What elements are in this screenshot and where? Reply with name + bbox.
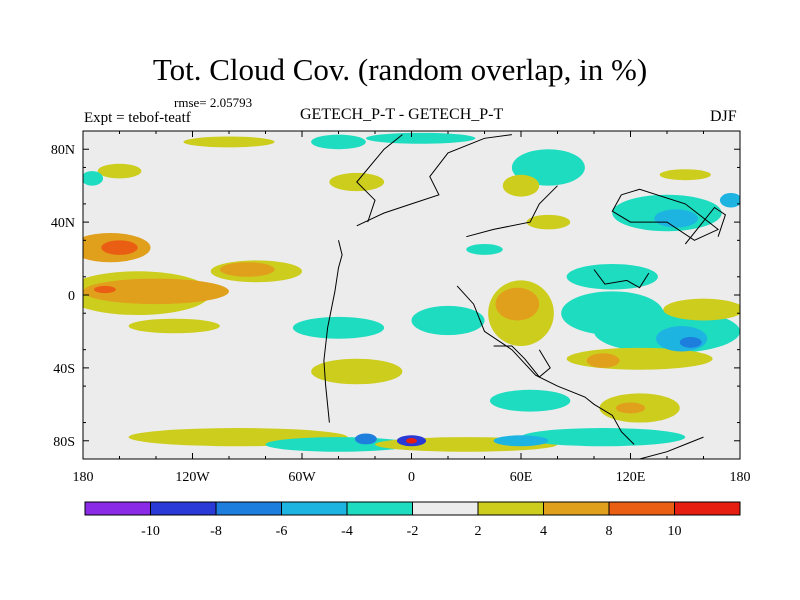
coastlines bbox=[323, 134, 726, 459]
experiment-label: Expt = tebof-teatf bbox=[84, 110, 191, 126]
anomaly-patch bbox=[311, 358, 403, 385]
x-tick-label: 120W bbox=[175, 470, 210, 485]
coastline bbox=[356, 134, 403, 223]
anomaly-patch bbox=[663, 298, 740, 321]
colorbar-label: 4 bbox=[540, 524, 547, 539]
colorbar-label: -2 bbox=[407, 524, 419, 539]
colorbar-swatch bbox=[346, 501, 413, 516]
colorbar: -10 -8 -6 -4 -2 2 4 8 10 bbox=[84, 501, 741, 539]
colorbar-swatch bbox=[215, 501, 282, 516]
colorbar-swatch bbox=[543, 501, 610, 516]
y-tick-label: 40N bbox=[51, 216, 75, 231]
anomaly-patch bbox=[719, 192, 740, 208]
coastline bbox=[639, 436, 704, 459]
colorbar-label: 8 bbox=[606, 524, 613, 539]
coastline bbox=[356, 134, 512, 227]
colorbar-label: 10 bbox=[668, 524, 682, 539]
y-axis: 80N 40N 0 40S 80S bbox=[51, 130, 740, 460]
anomaly-patch bbox=[679, 336, 702, 348]
colorbar-swatch bbox=[150, 501, 217, 516]
colorbar-label: -8 bbox=[210, 524, 222, 539]
chart-title: Tot. Cloud Cov. (random overlap, in %) bbox=[152, 52, 648, 87]
coastline bbox=[456, 285, 635, 445]
colorbar-swatch bbox=[608, 501, 675, 516]
anomaly-patch bbox=[411, 305, 485, 336]
colorbar-swatch bbox=[674, 501, 741, 516]
anomaly-patch bbox=[654, 209, 699, 228]
x-tick-label: 60W bbox=[288, 470, 316, 485]
colorbar-label: 2 bbox=[475, 524, 482, 539]
x-axis: 180 120W 60W 0 60E 120E 180 bbox=[73, 131, 751, 485]
x-tick-label: 60E bbox=[510, 470, 533, 485]
colorbar-label: -4 bbox=[341, 524, 353, 539]
colorbar-swatch bbox=[281, 501, 348, 516]
anomaly-patch bbox=[656, 325, 708, 352]
colorbar-label: -10 bbox=[141, 524, 160, 539]
anomaly-patch bbox=[93, 285, 116, 294]
anomaly-patch bbox=[97, 163, 142, 179]
y-tick-label: 80N bbox=[51, 143, 75, 158]
rmse-label: rmse= 2.05793 bbox=[174, 95, 253, 110]
anomaly-patch bbox=[406, 438, 417, 444]
anomaly-patch bbox=[493, 435, 549, 447]
y-tick-label: 40S bbox=[53, 362, 75, 377]
anomaly-patch bbox=[83, 278, 229, 305]
anomaly-patch bbox=[183, 136, 275, 148]
colorbar-swatch bbox=[477, 501, 544, 516]
coastline bbox=[323, 240, 343, 423]
anomaly-patch bbox=[521, 428, 686, 447]
x-tick-label: 180 bbox=[73, 470, 94, 485]
anomaly-field bbox=[83, 132, 740, 452]
anomaly-patch bbox=[365, 132, 476, 144]
coastline bbox=[684, 206, 726, 245]
coastline bbox=[466, 185, 558, 238]
coastline bbox=[593, 269, 650, 289]
x-tick-label: 120E bbox=[616, 470, 646, 485]
anomaly-patch bbox=[495, 287, 540, 321]
anomaly-patch bbox=[489, 389, 571, 412]
anomaly-patch bbox=[83, 171, 104, 186]
anomaly-patch bbox=[586, 353, 620, 368]
anomaly-patch bbox=[659, 169, 711, 181]
anomaly-patch bbox=[128, 318, 220, 334]
x-tick-label: 0 bbox=[408, 470, 415, 485]
colorbar-swatch bbox=[84, 501, 151, 516]
anomaly-patch bbox=[219, 262, 275, 277]
coastline bbox=[493, 345, 551, 378]
anomaly-patch bbox=[354, 433, 377, 445]
anomaly-patch bbox=[311, 134, 366, 150]
anomaly-patch bbox=[566, 264, 658, 290]
anomaly-patch bbox=[615, 402, 646, 414]
y-tick-label: 80S bbox=[53, 435, 75, 450]
y-tick-label: 0 bbox=[68, 289, 75, 304]
anomaly-patch bbox=[502, 174, 540, 197]
coastline bbox=[611, 188, 720, 241]
x-tick-label: 180 bbox=[730, 470, 751, 485]
anomaly-patch bbox=[526, 214, 571, 230]
colorbar-label: -6 bbox=[276, 524, 288, 539]
anomaly-patch bbox=[101, 240, 138, 255]
anomaly-patch bbox=[466, 243, 503, 255]
chart-subtitle: GETECH_P-T - GETECH_P-T bbox=[300, 106, 504, 123]
season-label: DJF bbox=[710, 108, 737, 125]
anomaly-patch bbox=[292, 316, 385, 339]
colorbar-swatch bbox=[412, 501, 479, 516]
